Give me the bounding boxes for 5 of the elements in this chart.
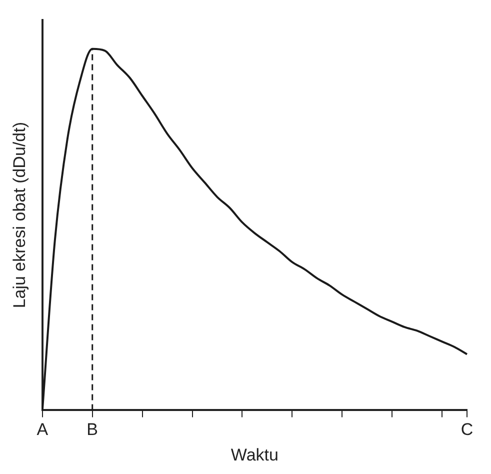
x-axis-title: Waktu: [230, 445, 278, 464]
x-tick-label: A: [36, 420, 49, 440]
x-tick-label: C: [460, 420, 474, 440]
x-tick-label: B: [86, 420, 98, 440]
y-axis-title: Laju ekresi obat (dDu/dt): [10, 122, 29, 308]
